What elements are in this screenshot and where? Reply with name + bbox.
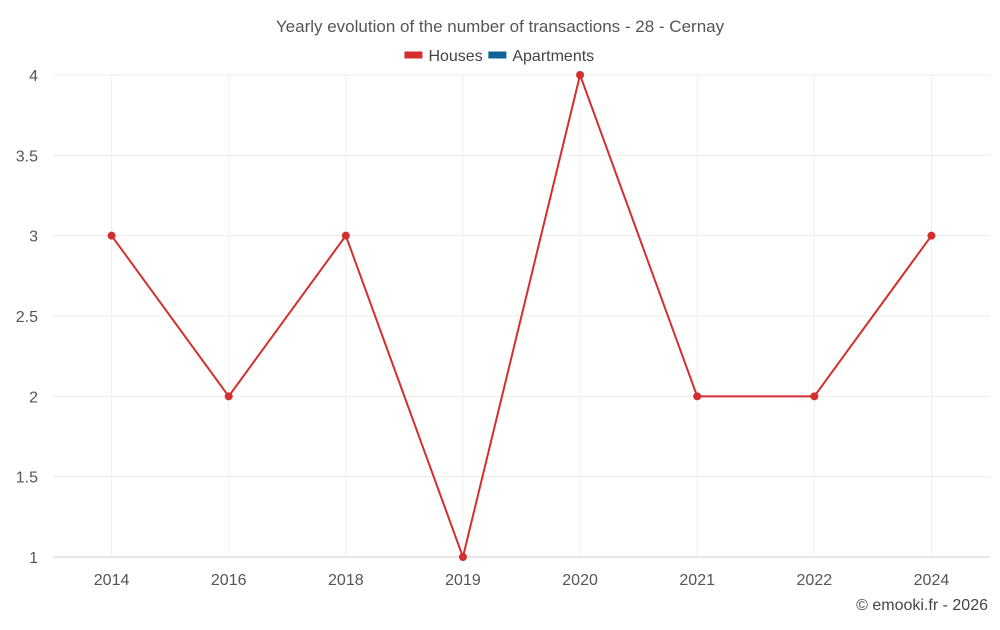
x-axis: 2014 2016 2018 2019 2020 2021 2022 2024 (94, 572, 950, 589)
x-tick-label: 2014 (94, 572, 130, 589)
y-tick-label: 3.5 (16, 148, 38, 165)
data-point[interactable] (927, 231, 936, 240)
series-layer (107, 71, 936, 561)
legend-item-apartments[interactable]: Apartments (488, 48, 594, 65)
credit-text: © emooki.fr - 2026 (856, 597, 988, 614)
y-tick-label: 2 (29, 389, 38, 406)
chart-title: Yearly evolution of the number of transa… (276, 17, 725, 36)
x-tick-label: 2021 (679, 572, 715, 589)
grid-lines (53, 74, 990, 558)
legend-swatch (404, 51, 423, 59)
data-point[interactable] (341, 231, 350, 240)
data-point[interactable] (224, 392, 233, 401)
x-tick-label: 2022 (797, 572, 833, 589)
series-line-houses (110, 71, 933, 561)
x-tick-label: 2016 (211, 572, 247, 589)
data-point[interactable] (693, 392, 702, 401)
data-point[interactable] (107, 231, 116, 240)
y-tick-label: 1.5 (16, 470, 38, 487)
y-axis: 1 1.5 2 2.5 3 3.5 4 (16, 68, 38, 567)
y-tick-label: 1 (29, 550, 38, 567)
x-tick-label: 2024 (914, 572, 950, 589)
legend-label: Apartments (512, 48, 594, 65)
data-point[interactable] (810, 392, 819, 401)
legend-swatch (488, 51, 507, 59)
legend-label: Houses (428, 48, 482, 65)
data-point[interactable] (576, 71, 585, 79)
y-tick-label: 3 (29, 229, 38, 246)
legend-item-houses[interactable]: Houses (404, 48, 483, 65)
x-tick-label: 2019 (445, 572, 481, 589)
y-tick-label: 4 (29, 68, 38, 85)
data-point[interactable] (458, 553, 467, 561)
legend: Houses Apartments (404, 48, 594, 65)
x-tick-label: 2018 (328, 572, 364, 589)
x-tick-label: 2020 (562, 572, 598, 589)
y-tick-label: 2.5 (16, 309, 38, 326)
